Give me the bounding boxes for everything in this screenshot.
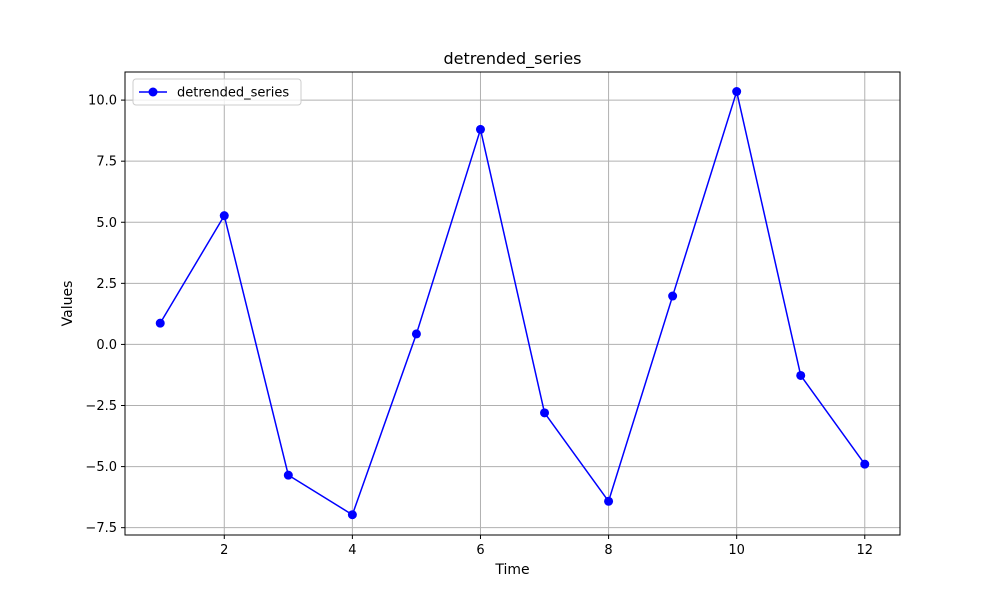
data-point (283, 470, 293, 480)
legend-marker-swatch (148, 87, 158, 97)
x-tick-label: 10 (728, 543, 745, 558)
y-tick-label: −5.0 (85, 460, 117, 475)
tick-layer: 2 4 6 8 10 12 −7.5 −5.0 −2.5 0.0 2.5 5.0 7.5 10.0 (85, 94, 873, 558)
x-axis-label: Time (494, 562, 529, 578)
y-tick-label: −2.5 (85, 399, 117, 414)
chart-title: detrended_series (443, 49, 581, 69)
y-axis-label: Values (60, 281, 76, 327)
data-point (604, 496, 614, 506)
y-tick-label: 7.5 (96, 155, 117, 170)
x-tick-label: 12 (856, 543, 873, 558)
data-point (540, 408, 550, 418)
x-tick-label: 6 (476, 543, 484, 558)
data-point (347, 510, 357, 520)
y-tick-label: 2.5 (96, 277, 117, 292)
data-point (411, 329, 421, 339)
legend-box (132, 78, 302, 106)
grid-lines (125, 72, 900, 535)
data-point (668, 291, 678, 301)
data-point (219, 211, 229, 221)
y-tick-label: 0.0 (96, 338, 117, 353)
x-tick-label: 8 (604, 543, 612, 558)
legend-entry-label: detrended_series (177, 86, 289, 101)
y-tick-label: 10.0 (88, 94, 117, 109)
data-point (732, 87, 742, 97)
x-tick-label: 2 (220, 543, 228, 558)
data-point (155, 318, 165, 328)
y-tick-label: 5.0 (96, 216, 117, 231)
series-layer (155, 87, 870, 520)
y-tick-label: −7.5 (85, 521, 117, 536)
data-point (475, 124, 485, 134)
data-point (860, 459, 870, 469)
data-point (796, 370, 806, 380)
legend: detrended_series (132, 78, 302, 106)
axes-frame (124, 71, 901, 536)
series-line (159, 90, 866, 516)
x-tick-label: 4 (348, 543, 356, 558)
